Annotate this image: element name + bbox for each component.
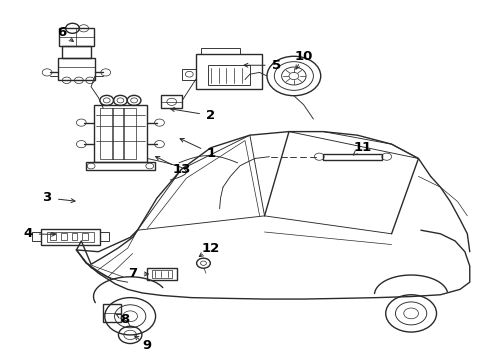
Text: 3: 3 [43,192,52,204]
Bar [208,65,250,85]
Bar [61,233,67,240]
Bar [32,232,41,241]
Bar [123,108,136,159]
Text: 13: 13 [172,163,191,176]
Bar [47,231,94,242]
Bar [112,108,124,159]
Bar [100,232,109,241]
Bar [50,233,56,240]
Bar [94,105,147,162]
Bar [58,58,95,80]
Text: 12: 12 [202,242,220,255]
Bar [59,28,94,45]
Bar [86,162,155,170]
Text: 2: 2 [206,109,216,122]
Text: 1: 1 [206,147,216,159]
Text: 7: 7 [128,267,137,280]
Bar [82,233,88,240]
Bar [201,48,240,54]
Bar [161,95,182,108]
Text: 5: 5 [272,59,281,72]
Bar [323,154,382,159]
Bar [147,267,176,280]
Text: 10: 10 [294,50,313,63]
Bar [72,233,77,240]
Bar [62,45,91,58]
Text: 6: 6 [57,27,67,40]
Text: 8: 8 [121,312,130,326]
Text: 4: 4 [23,227,32,240]
Bar [103,304,121,321]
Bar [100,108,113,159]
Text: 11: 11 [353,141,371,154]
Bar [196,54,262,89]
Bar [152,270,171,278]
Bar [182,69,196,80]
Text: 9: 9 [143,339,152,352]
Bar [41,229,100,244]
